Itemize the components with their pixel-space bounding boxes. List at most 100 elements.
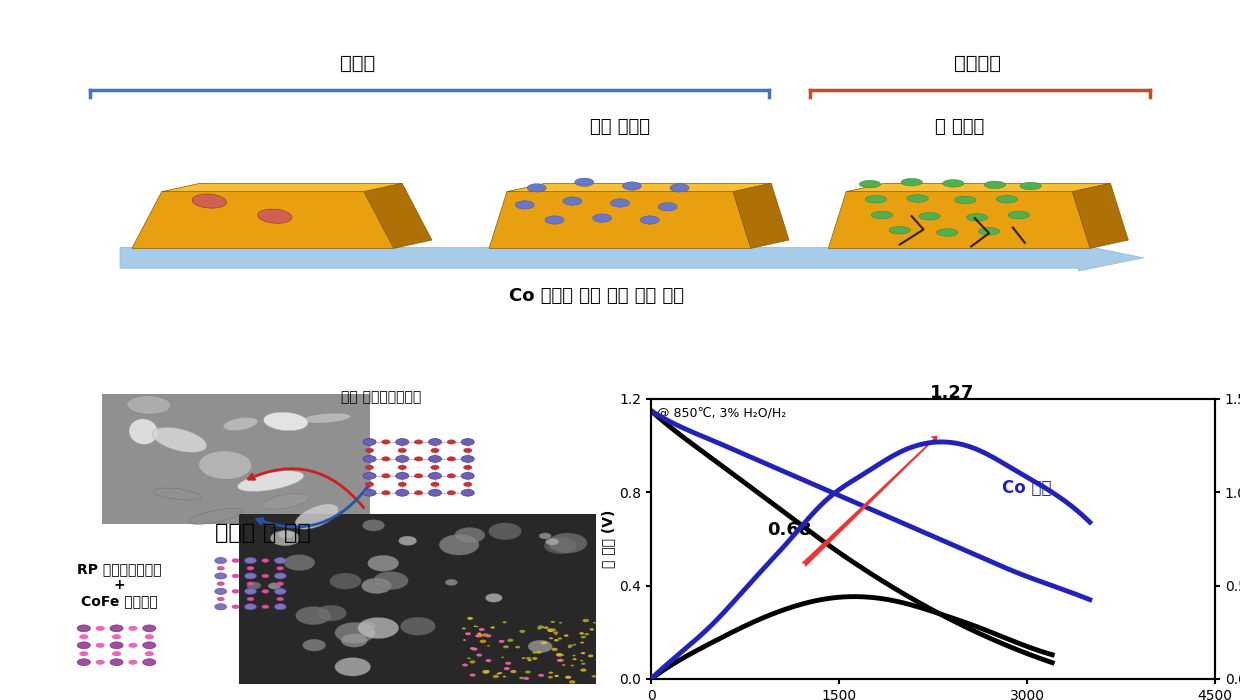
Ellipse shape	[110, 625, 123, 631]
Ellipse shape	[398, 536, 417, 545]
Ellipse shape	[463, 627, 466, 629]
Ellipse shape	[330, 573, 361, 589]
Ellipse shape	[232, 559, 239, 562]
Ellipse shape	[366, 448, 373, 453]
Ellipse shape	[429, 489, 441, 496]
Ellipse shape	[476, 634, 484, 637]
Ellipse shape	[503, 676, 506, 678]
FancyBboxPatch shape	[102, 394, 370, 524]
Ellipse shape	[569, 680, 575, 684]
Ellipse shape	[474, 626, 476, 627]
Ellipse shape	[610, 199, 630, 207]
Ellipse shape	[244, 603, 257, 610]
Ellipse shape	[464, 448, 472, 453]
Ellipse shape	[522, 657, 526, 659]
Ellipse shape	[262, 589, 269, 593]
Ellipse shape	[401, 617, 435, 636]
Ellipse shape	[507, 638, 513, 642]
Ellipse shape	[554, 634, 558, 635]
Ellipse shape	[498, 640, 505, 643]
Ellipse shape	[537, 628, 541, 629]
Ellipse shape	[247, 597, 254, 601]
Ellipse shape	[270, 531, 300, 546]
Ellipse shape	[414, 440, 423, 444]
Polygon shape	[733, 183, 789, 248]
Ellipse shape	[470, 673, 476, 677]
Ellipse shape	[889, 226, 910, 234]
Ellipse shape	[258, 209, 291, 223]
Ellipse shape	[564, 634, 568, 637]
Ellipse shape	[582, 663, 585, 665]
Ellipse shape	[129, 626, 138, 631]
Ellipse shape	[217, 566, 224, 570]
Ellipse shape	[263, 494, 309, 509]
Ellipse shape	[527, 659, 532, 661]
Ellipse shape	[429, 439, 441, 445]
Ellipse shape	[520, 630, 526, 633]
Ellipse shape	[640, 216, 660, 224]
Ellipse shape	[906, 195, 929, 202]
Ellipse shape	[461, 489, 474, 496]
Ellipse shape	[414, 457, 423, 461]
Text: RP 페로브스카이트
+
CoFe 나노입자: RP 페로브스카이트 + CoFe 나노입자	[77, 562, 161, 608]
Ellipse shape	[463, 639, 466, 640]
Ellipse shape	[316, 605, 346, 621]
Ellipse shape	[591, 675, 596, 678]
Ellipse shape	[268, 582, 281, 589]
Ellipse shape	[872, 211, 893, 219]
Ellipse shape	[430, 466, 439, 470]
Ellipse shape	[532, 657, 537, 660]
FancyArrow shape	[120, 244, 1143, 271]
Ellipse shape	[414, 474, 423, 478]
Ellipse shape	[541, 642, 543, 643]
Ellipse shape	[557, 659, 563, 662]
Text: 1.27: 1.27	[930, 384, 975, 402]
Ellipse shape	[262, 559, 269, 562]
Ellipse shape	[527, 183, 546, 192]
Ellipse shape	[217, 597, 224, 601]
Ellipse shape	[491, 626, 495, 629]
Ellipse shape	[496, 673, 500, 675]
Ellipse shape	[274, 603, 286, 610]
Ellipse shape	[461, 456, 474, 462]
Ellipse shape	[366, 466, 373, 470]
Ellipse shape	[658, 202, 677, 211]
Ellipse shape	[556, 653, 563, 657]
Ellipse shape	[485, 634, 491, 638]
Ellipse shape	[579, 632, 584, 635]
Ellipse shape	[492, 675, 498, 678]
Ellipse shape	[363, 473, 376, 480]
Ellipse shape	[215, 557, 227, 564]
Ellipse shape	[467, 617, 472, 620]
Ellipse shape	[1021, 182, 1042, 190]
Ellipse shape	[536, 651, 542, 654]
Ellipse shape	[398, 448, 407, 453]
Text: 가역적: 가역적	[341, 54, 376, 73]
Polygon shape	[1073, 183, 1128, 248]
Text: 비가역적: 비가역적	[954, 54, 1001, 73]
Ellipse shape	[382, 491, 391, 495]
Ellipse shape	[262, 574, 269, 578]
Ellipse shape	[362, 578, 392, 594]
Ellipse shape	[901, 178, 923, 186]
Ellipse shape	[546, 216, 564, 224]
Ellipse shape	[455, 527, 485, 543]
Ellipse shape	[866, 195, 887, 203]
Ellipse shape	[563, 197, 582, 205]
Ellipse shape	[414, 491, 423, 495]
Ellipse shape	[523, 677, 529, 680]
Text: Co 도핑에 의한 산소 공공 증가: Co 도핑에 의한 산소 공공 증가	[508, 286, 683, 304]
Ellipse shape	[129, 419, 157, 444]
Ellipse shape	[247, 566, 254, 570]
Ellipse shape	[580, 668, 587, 672]
Ellipse shape	[277, 597, 284, 601]
Ellipse shape	[532, 651, 537, 654]
Ellipse shape	[303, 639, 326, 651]
Ellipse shape	[552, 629, 556, 631]
Ellipse shape	[966, 214, 988, 221]
Ellipse shape	[277, 582, 284, 585]
Ellipse shape	[562, 664, 565, 666]
Ellipse shape	[570, 665, 574, 666]
Ellipse shape	[520, 677, 525, 679]
Ellipse shape	[936, 229, 959, 237]
